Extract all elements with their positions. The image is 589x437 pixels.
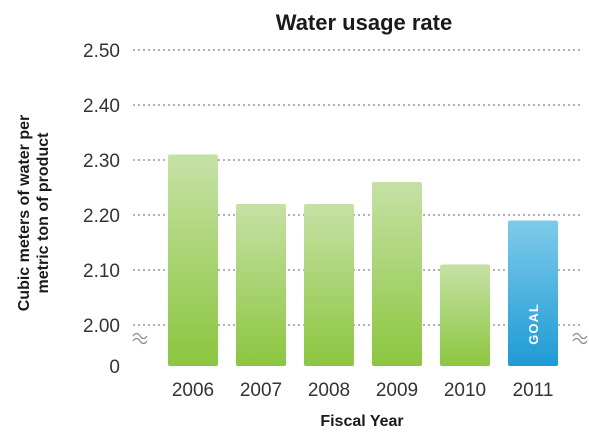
y-axis-label-line-1: Cubic meters of water per — [16, 115, 33, 312]
bar-goal — [508, 220, 558, 366]
axis-break-right-icon — [572, 332, 588, 340]
y-tick-label: 2.10 — [83, 261, 120, 282]
axis-break-left-icon — [132, 337, 148, 345]
x-tick-label: 2010 — [444, 380, 486, 401]
y-tick-label: 2.40 — [83, 96, 120, 117]
axis-break-left-icon — [132, 332, 148, 340]
axis-break-right-icon — [572, 337, 588, 345]
y-tick-label: 2.30 — [83, 151, 120, 172]
bar — [304, 204, 354, 366]
x-axis-ticks: 2006 2007 2008 2009 2010 2011 — [172, 380, 554, 401]
x-tick-label: 2011 — [513, 380, 554, 401]
goal-label: GOAL — [526, 303, 541, 345]
chart-title: Water usage rate — [276, 10, 452, 35]
bar — [440, 264, 490, 366]
y-tick-label: 2.20 — [83, 206, 120, 227]
bar — [168, 154, 218, 366]
y-axis-ticks: 2.50 2.40 2.30 2.20 2.10 2.00 0 — [83, 41, 120, 378]
y-tick-label: 2.50 — [83, 41, 120, 62]
bar — [372, 182, 422, 366]
x-tick-label: 2006 — [172, 380, 214, 401]
bars: GOAL — [168, 154, 558, 366]
y-tick-label: 0 — [109, 357, 120, 378]
axis-break-marks — [132, 332, 588, 345]
y-axis-label-line-2: metric ton of product — [35, 132, 52, 294]
x-tick-label: 2007 — [240, 380, 282, 401]
x-axis-label: Fiscal Year — [320, 413, 403, 430]
y-tick-label: 2.00 — [83, 316, 120, 337]
bar — [236, 204, 286, 366]
x-tick-label: 2009 — [376, 380, 418, 401]
x-tick-label: 2008 — [308, 380, 350, 401]
